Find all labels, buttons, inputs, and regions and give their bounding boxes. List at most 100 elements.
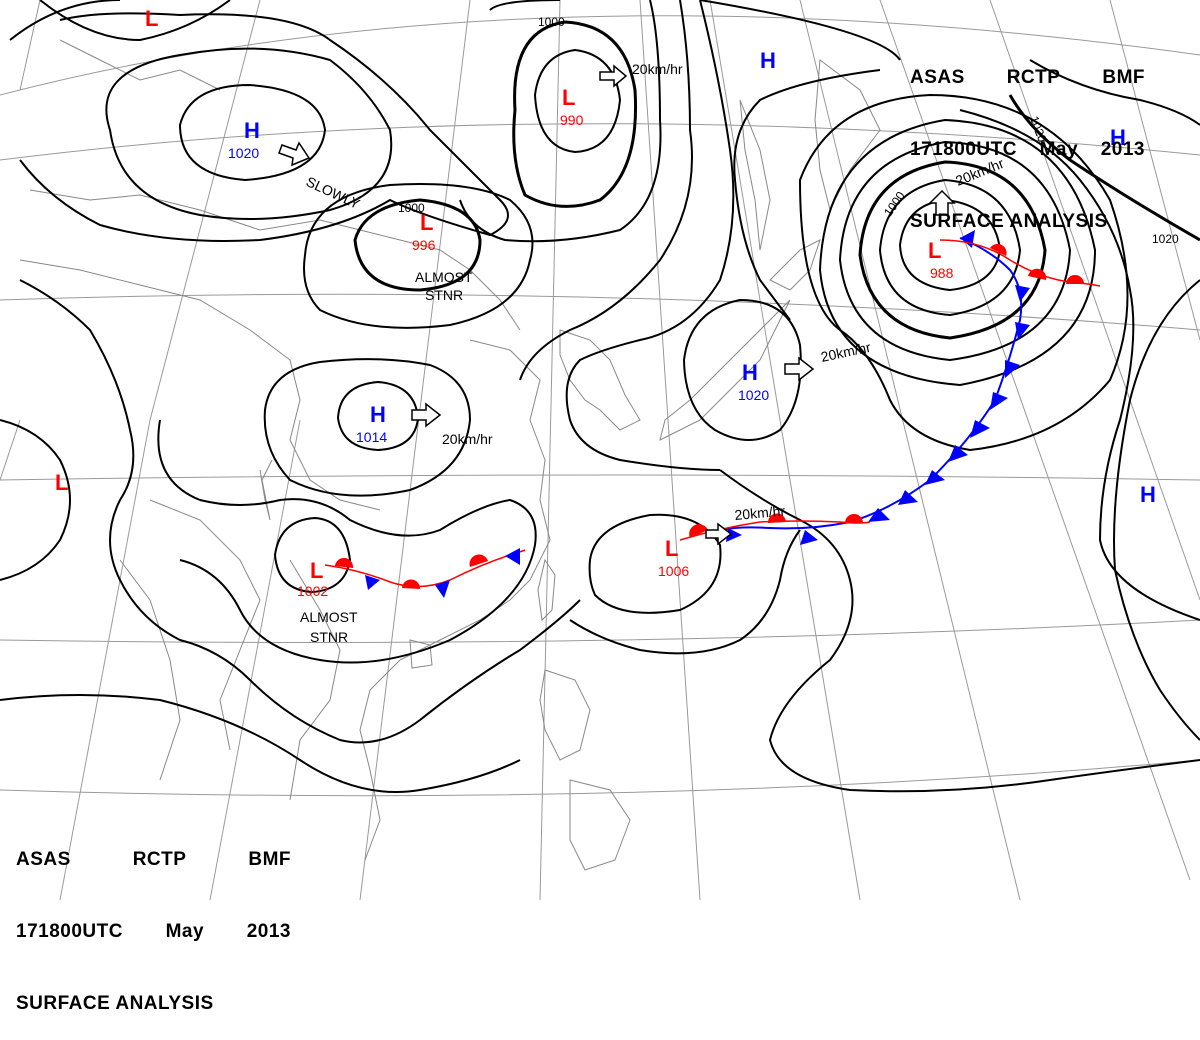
title-product: SURFACE ANALYSIS	[16, 993, 214, 1014]
isobar	[0, 694, 521, 793]
stationary-note: ALMOST	[415, 269, 473, 285]
cold-front-triangle	[726, 528, 742, 542]
low-symbol: L	[665, 536, 678, 561]
border-line	[149, 499, 261, 751]
motion-arrow-icon	[411, 402, 442, 428]
cold-front-east	[719, 230, 1030, 545]
isobar	[959, 109, 1200, 621]
high-pressure-value: 1020	[738, 387, 769, 403]
pressure-systems: L H 1020 L 990 H L 996 L 988 H H 1014 H …	[55, 6, 1156, 599]
longitude-line	[359, 0, 471, 900]
isobar	[512, 20, 638, 208]
high-symbol: H	[244, 118, 260, 143]
low-symbol: L	[55, 470, 68, 495]
border-line	[59, 39, 221, 91]
isobar	[818, 118, 1097, 387]
warm-front-semicircle	[335, 557, 354, 568]
high-symbol: H	[1110, 125, 1126, 150]
coastline-korea	[559, 329, 641, 431]
isobar	[303, 183, 534, 329]
isobar	[533, 48, 622, 154]
cold-front-triangle	[948, 445, 968, 462]
stationary-note: STNR	[425, 287, 463, 303]
coastline-hainan	[409, 639, 433, 669]
title-time: 171800UTC	[910, 139, 1017, 160]
longitude-line	[639, 0, 701, 900]
isobar	[353, 198, 482, 292]
latitude-line	[0, 759, 1200, 797]
low-symbol: L	[145, 6, 158, 31]
speed-note: 20km/hr	[632, 61, 683, 77]
longitude-line	[799, 0, 1021, 900]
title-office: BMF	[248, 849, 291, 870]
weather-map: 1000 1000 1000 1020 1020	[0, 0, 1200, 900]
low-symbol: L	[928, 238, 941, 263]
cold-front-triangle	[990, 392, 1008, 410]
speed-note: 20km/hr	[442, 431, 493, 447]
border-line	[29, 189, 521, 331]
warm-front-semicircle	[845, 514, 863, 523]
front-line	[719, 237, 1023, 531]
low-pressure-value: 1002	[297, 583, 328, 599]
latitude-line	[0, 474, 1200, 481]
low-pressure-value: 1006	[658, 563, 689, 579]
low-pressure-value: 996	[412, 237, 436, 253]
isobar	[105, 47, 393, 220]
low-pressure-value: 988	[930, 265, 954, 281]
title-source: ASAS	[910, 67, 965, 88]
coastline-philippines-luzon	[539, 669, 591, 761]
isobar-labels: 1000 1000 1000 1020 1020	[398, 15, 1179, 246]
high-symbol: H	[370, 402, 386, 427]
map-title-bottom-left: ASAS RCTP BMF 171800UTC May 2013 SURFACE…	[16, 800, 291, 1040]
isobar	[565, 0, 735, 471]
isobar	[1113, 279, 1200, 741]
latitude-line	[0, 123, 1200, 161]
isobars	[0, 0, 1200, 793]
front-southwest	[324, 548, 526, 598]
title-product: SURFACE ANALYSIS	[910, 211, 1108, 232]
isobar	[39, 0, 231, 42]
low-symbol: L	[562, 85, 575, 110]
isobar	[459, 0, 662, 243]
speed-note: 20km/hr	[734, 503, 786, 523]
title-station: RCTP	[1006, 67, 1061, 88]
isobar	[682, 298, 802, 441]
isobar-label-1000: 1000	[398, 201, 425, 215]
isobar-label-1020: 1020	[1152, 232, 1179, 246]
cold-front-triangle	[505, 548, 520, 565]
isobar	[273, 516, 352, 594]
motion-arrows	[278, 64, 956, 546]
isobar	[719, 469, 1200, 793]
warm-front-semicircle	[767, 513, 786, 523]
isobar	[0, 419, 71, 581]
warm-front-semicircle	[1066, 275, 1084, 284]
cold-front-triangle	[435, 580, 450, 598]
stationary-note: STNR	[310, 629, 348, 645]
low-symbol: L	[420, 210, 433, 235]
high-symbol: H	[1140, 482, 1156, 507]
isobar	[178, 83, 327, 182]
longitude-line	[539, 0, 561, 900]
longitude-line	[19, 0, 41, 91]
border-line	[119, 559, 181, 781]
isobar	[157, 419, 537, 664]
warm-front-semicircle	[1028, 268, 1047, 280]
cold-front-triangle	[365, 575, 380, 590]
high-pressure-value: 1014	[356, 429, 387, 445]
cold-front-triangle	[925, 470, 945, 485]
border-line	[259, 459, 273, 521]
title-row-source: ASAS RCTP BMF	[16, 848, 291, 872]
isobar	[878, 178, 1022, 317]
border-line	[289, 559, 341, 801]
motion-arrow-icon	[784, 356, 815, 382]
longitude-line	[879, 0, 1191, 881]
isobar	[519, 0, 693, 381]
high-symbol: H	[760, 48, 776, 73]
warm-front-semicircle	[402, 579, 421, 589]
isobar	[588, 513, 722, 614]
low-pressure-value: 990	[560, 112, 584, 128]
title-station: RCTP	[132, 849, 187, 870]
motion-arrow-icon	[599, 64, 628, 88]
isobar	[798, 93, 1129, 452]
cold-front-triangle	[800, 530, 818, 545]
